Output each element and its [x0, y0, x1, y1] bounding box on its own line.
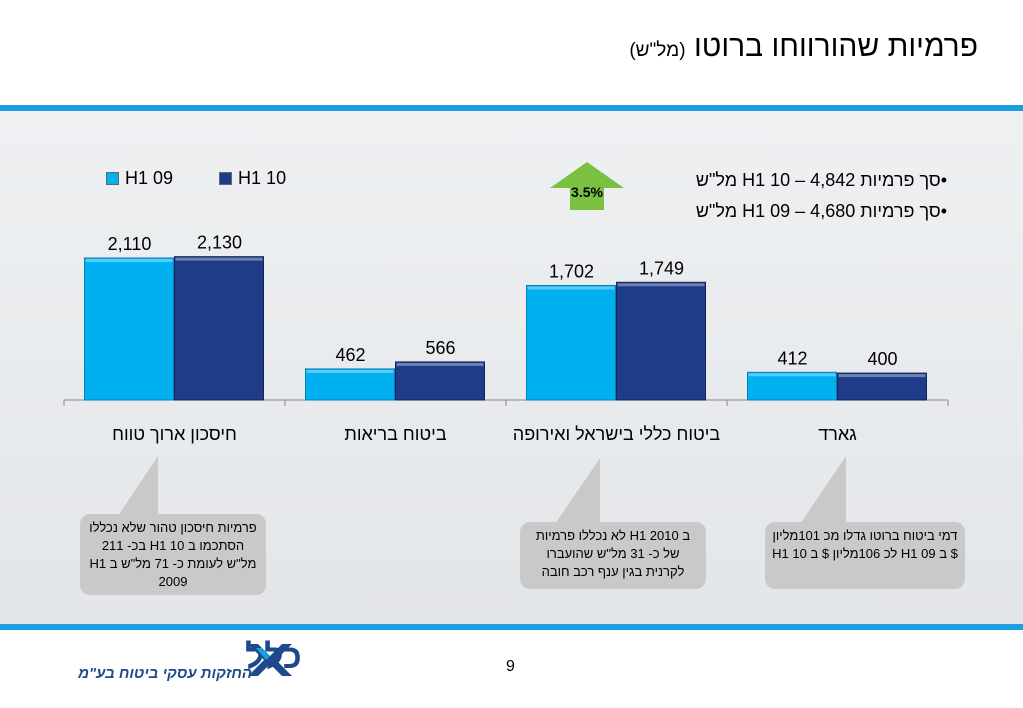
callout-pointer-2 [555, 458, 600, 524]
legend-item-h1-09: H1 09 [106, 168, 173, 189]
data-label: 462 [335, 345, 365, 365]
bar-highlight [396, 362, 484, 366]
category-label: גארד [818, 424, 857, 444]
bar-highlight [748, 373, 836, 377]
category-label: ביטוח בריאות [344, 424, 446, 444]
callout-pointer-1 [118, 456, 158, 516]
note-long-term-savings: פרמיות חיסכון טהור שלא נכללו הסתכמו ב H1… [80, 514, 266, 595]
note-guard: דמי ביטוח ברוטו גדלו מכ 101מליון $ ב H1 … [765, 522, 965, 589]
data-label: 1,702 [549, 261, 594, 281]
data-label: 566 [425, 338, 455, 358]
data-label: 412 [777, 348, 807, 368]
data-label: 2,110 [108, 234, 152, 254]
bar-highlight [175, 257, 263, 261]
bar-chart: 2,110 2,130 חיסכון ארוך טווח 462 566 ביטוח בר… [63, 233, 949, 444]
bar-highlight [85, 259, 173, 262]
note-general-insurance: ב H1 2010 לא נכללו פרמיות של כ- 31 מל"ש … [520, 522, 706, 589]
bottom-accent-bar [0, 624, 1023, 630]
data-label: 2,130 [197, 233, 242, 253]
bar-h1-09-0 [84, 257, 174, 401]
growth-badge: 3.5% [548, 160, 626, 212]
bar-h1-10-3 [837, 372, 927, 401]
legend-swatch-h1-09 [106, 172, 119, 185]
growth-arrow-icon [550, 162, 624, 210]
legend-label-h1-10: H1 10 [238, 168, 287, 188]
title-text: פרמיות שהורווחו ברוטו [693, 30, 978, 63]
bar-highlight [617, 283, 705, 287]
legend-item-h1-10: H1 10 [219, 168, 286, 189]
bar-h1-09-3 [747, 371, 837, 401]
logo-accent-icon [256, 648, 270, 660]
bar-h1-09-2 [526, 284, 616, 401]
data-label: 400 [867, 349, 897, 369]
data-label: 1,749 [639, 258, 684, 278]
bar-h1-10-2 [616, 281, 706, 401]
summary-line-h1-10: •סך פרמיות H1 10 – 4,842 מל"ש [695, 170, 947, 190]
premium-summary: •סך פרמיות H1 10 – 4,842 מל"ש •סך פרמיות… [696, 165, 947, 227]
bar-highlight [306, 369, 394, 373]
legend-label-h1-09: H1 09 [125, 168, 174, 188]
callout-pointer-3 [800, 456, 846, 524]
bar-h1-10-0 [174, 256, 264, 401]
summary-line-h1-09: •סך פרמיות H1 09 – 4,680 מל"ש [695, 201, 947, 221]
bar-highlight [838, 374, 926, 378]
page-number: 9 [506, 658, 515, 675]
slide-title: פרמיות שהורווחו ברוטו (מל"ש) [629, 30, 978, 64]
bar-h1-09-1 [305, 368, 395, 401]
logo-tagline: החזקות עסקי ביטוח בע"מ [78, 665, 252, 682]
bar-highlight [527, 286, 615, 290]
category-label: חיסכון ארוך טווח [112, 424, 237, 444]
bar-h1-10-1 [395, 361, 485, 401]
clal-logo: כלל [245, 640, 300, 676]
growth-label: 3.5% [571, 184, 603, 200]
logo-x-icon [248, 644, 292, 676]
top-accent-bar [0, 105, 1023, 111]
category-label: ביטוח כללי בישראל ואירופה [513, 424, 721, 444]
legend-swatch-h1-10 [219, 172, 233, 185]
title-unit: (מל"ש) [629, 40, 686, 61]
chart-legend: H1 09 H1 10 [106, 168, 286, 189]
